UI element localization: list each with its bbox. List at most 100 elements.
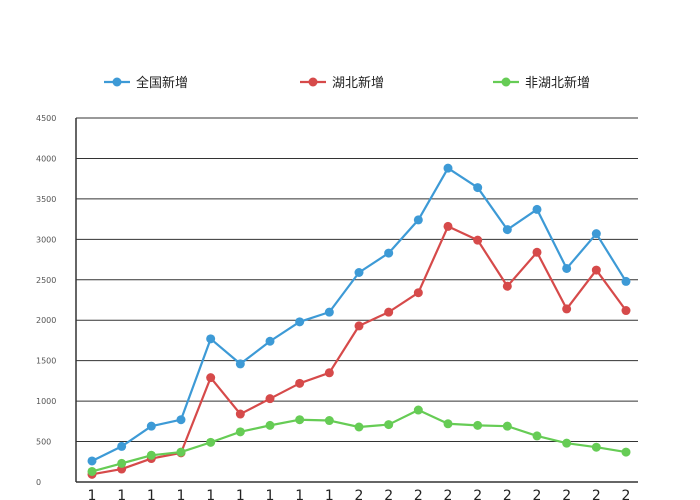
series-3 xyxy=(87,405,631,476)
data-point xyxy=(206,334,216,344)
x-tick-label: 2 xyxy=(355,488,364,500)
data-point xyxy=(502,281,512,291)
data-point xyxy=(324,307,334,317)
series-1 xyxy=(87,163,631,466)
data-point xyxy=(324,416,334,426)
data-point xyxy=(384,420,394,430)
x-tick-label: 1 xyxy=(117,488,126,500)
legend-dot-marker xyxy=(112,77,122,87)
x-tick-label: 2 xyxy=(562,488,571,500)
data-point xyxy=(532,247,542,257)
data-point xyxy=(443,419,453,429)
data-point xyxy=(324,368,334,378)
series-line xyxy=(91,408,627,473)
data-point xyxy=(591,265,601,275)
x-tick-label: 1 xyxy=(236,488,245,500)
series-layer xyxy=(87,163,631,479)
x-tick-label: 1 xyxy=(295,488,304,500)
data-point xyxy=(117,441,127,451)
series-2 xyxy=(87,221,631,479)
data-point xyxy=(621,447,631,457)
data-point xyxy=(265,420,275,430)
data-point xyxy=(502,225,512,235)
data-point xyxy=(532,204,542,214)
data-point xyxy=(354,321,364,331)
data-point xyxy=(265,336,275,346)
legend-label: 湖北新增 xyxy=(332,75,384,91)
data-point xyxy=(384,307,394,317)
x-tick-label: 2 xyxy=(473,488,482,500)
x-tick-label: 2 xyxy=(592,488,601,500)
data-point xyxy=(473,235,483,245)
data-point xyxy=(295,378,305,388)
gridlines xyxy=(76,117,638,443)
legend-label: 非湖北新增 xyxy=(525,75,590,91)
y-tick-label: 1500 xyxy=(36,357,56,366)
data-point xyxy=(562,438,572,448)
y-tick-label: 3500 xyxy=(36,195,56,204)
x-tick-label: 1 xyxy=(147,488,156,500)
x-tick-label: 1 xyxy=(325,488,334,500)
y-tick-label: 500 xyxy=(36,438,51,447)
data-point xyxy=(235,409,245,419)
y-tick-labels: 0 500 1000 1500 2000 2500 3000 3500 4000 4500 xyxy=(36,114,56,487)
x-tick-label: 2 xyxy=(533,488,542,500)
x-tick-label: 1 xyxy=(266,488,275,500)
data-point xyxy=(295,317,305,327)
data-point xyxy=(591,442,601,452)
data-point xyxy=(146,421,156,431)
data-point xyxy=(354,422,364,432)
data-point xyxy=(532,431,542,441)
x-tick-label: 2 xyxy=(622,488,631,500)
axes xyxy=(75,118,638,483)
data-point xyxy=(502,421,512,431)
data-point xyxy=(562,304,572,314)
legend-item: 非湖北新增 xyxy=(493,75,590,91)
data-point xyxy=(176,415,186,425)
x-tick-label: 2 xyxy=(444,488,453,500)
data-point xyxy=(443,163,453,173)
x-tick-label: 1 xyxy=(206,488,215,500)
x-tick-label: 1 xyxy=(88,488,97,500)
x-tick-label: 2 xyxy=(503,488,512,500)
data-point xyxy=(621,306,631,316)
y-tick-label: 4000 xyxy=(36,154,56,163)
data-point xyxy=(235,359,245,369)
x-tick-label: 2 xyxy=(384,488,393,500)
data-point xyxy=(621,276,631,286)
data-point xyxy=(443,221,453,231)
data-point xyxy=(117,458,127,468)
data-point xyxy=(87,456,97,466)
data-point xyxy=(265,394,275,404)
legend-label: 全国新增 xyxy=(136,75,188,91)
y-tick-label: 2500 xyxy=(36,276,56,285)
data-point xyxy=(87,466,97,476)
data-point xyxy=(413,405,423,415)
data-point xyxy=(413,215,423,225)
data-point xyxy=(295,415,305,425)
legend-dot-marker xyxy=(501,77,511,87)
legend-item: 湖北新增 xyxy=(300,75,384,91)
chart-legend: 全国新增 湖北新增 非湖北新增 xyxy=(104,75,590,91)
legend-item: 全国新增 xyxy=(104,75,188,91)
data-point xyxy=(591,229,601,239)
y-tick-label: 3000 xyxy=(36,235,56,244)
data-point xyxy=(176,447,186,457)
data-point xyxy=(206,373,216,383)
y-tick-label: 0 xyxy=(36,478,41,487)
y-tick-label: 2000 xyxy=(36,316,56,325)
data-point xyxy=(413,288,423,298)
y-tick-label: 1000 xyxy=(36,397,56,406)
data-point xyxy=(473,183,483,193)
x-tick-label: 1 xyxy=(177,488,186,500)
data-point xyxy=(473,420,483,430)
data-point xyxy=(146,450,156,460)
y-tick-label: 4500 xyxy=(36,114,56,123)
data-point xyxy=(562,263,572,273)
data-point xyxy=(206,437,216,447)
data-point xyxy=(235,427,245,437)
series-line xyxy=(91,167,627,462)
legend-dot-marker xyxy=(308,77,318,87)
data-point xyxy=(354,267,364,277)
